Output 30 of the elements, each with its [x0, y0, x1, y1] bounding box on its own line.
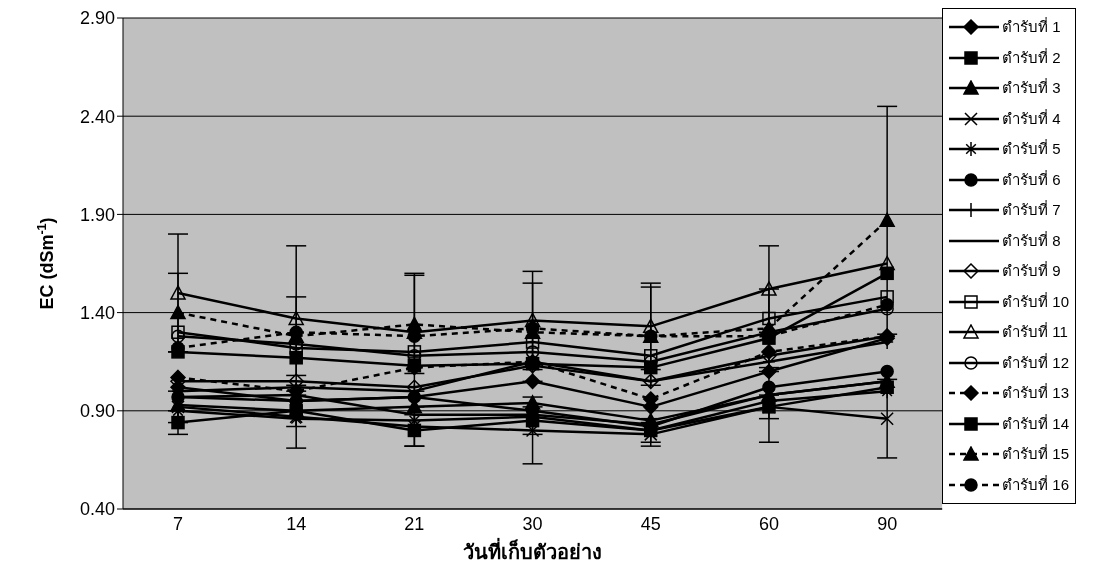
y-tick-label: 1.40	[79, 302, 115, 323]
y-tick-label: 0.90	[79, 401, 115, 422]
x-tick-label: 14	[286, 513, 307, 534]
legend-label: ตำรับที่ 5	[1002, 138, 1061, 160]
x-tick-label: 21	[404, 513, 425, 534]
legend-label: ตำรับที่ 16	[1002, 474, 1069, 495]
legend-label: ตำรับที่ 8	[1002, 230, 1061, 251]
x-axis-title: วันที่เก็บตัวอย่าง	[463, 537, 603, 563]
legend-label: ตำรับที่ 13	[1002, 382, 1069, 404]
x-tick-label: 7	[172, 513, 184, 534]
x-tick-label: 45	[640, 513, 661, 534]
y-tick-label: 0.40	[79, 499, 115, 520]
x-tick-label: 30	[522, 513, 543, 534]
x-tick-label: 90	[877, 513, 898, 534]
y-tick-label: 2.90	[79, 8, 115, 29]
y-tick-label: 2.40	[79, 106, 115, 127]
legend-label: ตำรับที่ 10	[1002, 291, 1069, 312]
y-tick-label: 1.90	[79, 204, 115, 225]
legend-label: ตำรับที่ 1	[1002, 16, 1061, 38]
legend-label: ตำรับที่ 12	[1002, 352, 1069, 373]
legend-label: ตำรับที่ 7	[1002, 199, 1061, 221]
legend-label: ตำรับที่ 6	[1002, 169, 1061, 190]
legend-label: ตำรับที่ 2	[1002, 47, 1061, 68]
legend-label: ตำรับที่ 14	[1002, 413, 1069, 434]
legend-label: ตำรับที่ 11	[1002, 321, 1068, 343]
legend-label: ตำรับที่ 3	[1002, 77, 1061, 99]
legend-label: ตำรับที่ 15	[1002, 443, 1069, 465]
x-tick-label: 60	[758, 513, 779, 534]
legend-label: ตำรับที่ 9	[1002, 260, 1061, 282]
legend-label: ตำรับที่ 4	[1002, 108, 1061, 129]
